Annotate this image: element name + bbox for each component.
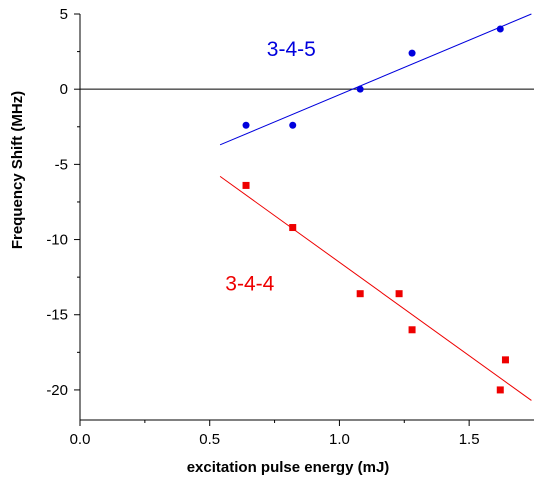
y-tick-label: -10 [46, 232, 68, 249]
data-point-3-4-4 [242, 181, 250, 189]
y-tick-label: 0 [60, 81, 68, 98]
annotations: 3-4-5 3-4-4 [225, 38, 316, 296]
data-point-3-4-4 [501, 356, 509, 364]
data-point-3-4-5 [289, 121, 297, 129]
y-axis-title: Frequency Shift (MHz) [9, 91, 26, 249]
axes-frame [79, 14, 534, 421]
x-tick-label: 1.5 [459, 431, 480, 448]
y-tick-label: -15 [46, 307, 68, 324]
series-annotation: 3-4-5 [267, 38, 316, 61]
y-tick-label: 5 [60, 6, 68, 23]
data-markers [242, 25, 509, 394]
x-tick-label: 0.5 [199, 431, 220, 448]
data-point-3-4-5 [408, 49, 416, 57]
fit-line-3-4-4 [219, 175, 532, 401]
fit-line-3-4-5 [219, 13, 532, 146]
x-axis-title: excitation pulse energy (mJ) [187, 459, 390, 476]
y-tick-label: -20 [46, 382, 68, 399]
data-point-3-4-5 [496, 25, 504, 33]
ticks: 5 0 -5 -10 -15 -20 0.0 0.5 1.0 1.5 [46, 6, 479, 448]
series-annotation: 3-4-4 [225, 273, 274, 296]
data-point-3-4-4 [289, 224, 297, 232]
data-point-3-4-4 [356, 290, 364, 298]
y-tick-label: -5 [55, 156, 68, 173]
data-point-3-4-4 [496, 386, 504, 394]
data-point-3-4-5 [356, 85, 364, 93]
x-tick-label: 0.0 [70, 431, 91, 448]
x-tick-label: 1.0 [329, 431, 350, 448]
data-point-3-4-4 [395, 290, 403, 298]
data-point-3-4-5 [242, 121, 250, 129]
fit-lines [219, 13, 532, 401]
data-point-3-4-4 [408, 326, 416, 334]
